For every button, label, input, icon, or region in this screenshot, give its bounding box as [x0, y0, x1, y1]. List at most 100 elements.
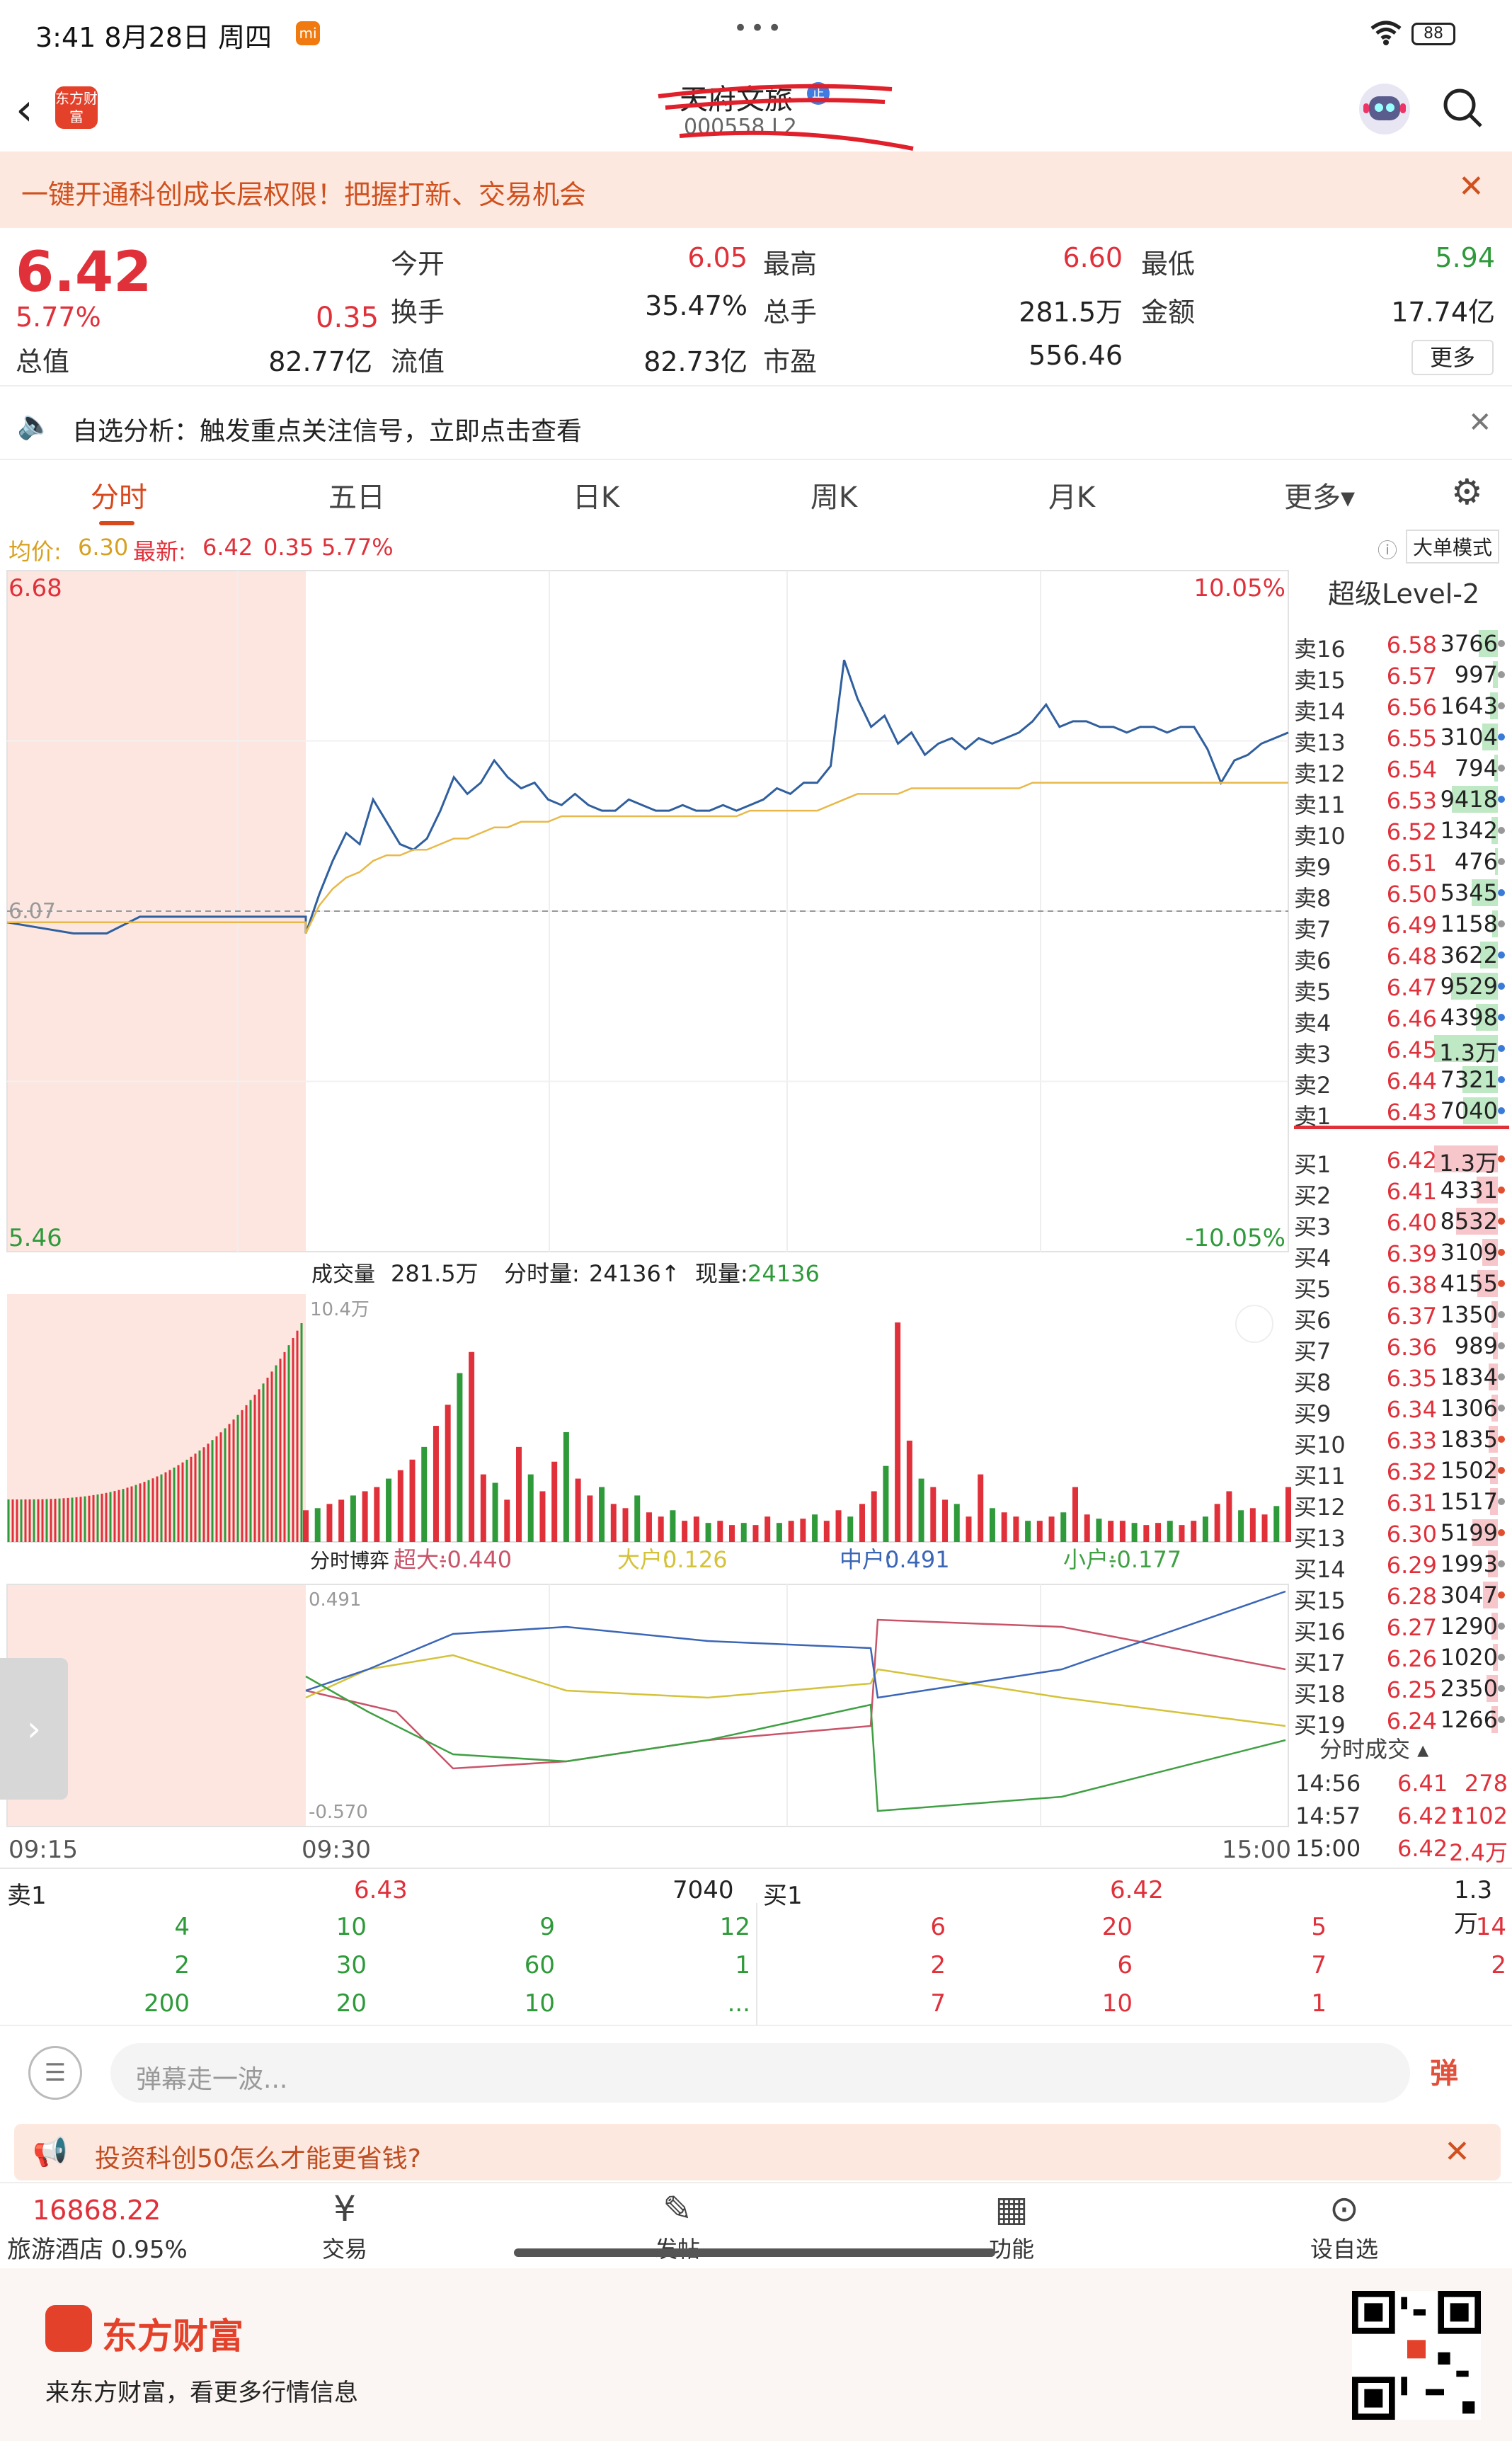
nav-function[interactable]: ▦ 功能	[958, 2186, 1065, 2264]
turnover-label[interactable]: 换手	[391, 297, 445, 328]
promo-text[interactable]: 投资科创50怎么才能更省钱?	[95, 2144, 421, 2173]
home-indicator[interactable]	[514, 2248, 995, 2257]
intraday-chart[interactable]: 6.68 6.07 5.46 10.05% -10.05% 成交量 281.5万 分时量: 24…	[0, 565, 1291, 1868]
bid-row[interactable]: 买13 6.30 5199	[1291, 1516, 1512, 1552]
tab-intraday[interactable]: 分时	[91, 481, 147, 514]
volume-bar	[338, 1499, 345, 1542]
volume-bar	[1462, 1066, 1498, 1093]
gear-icon[interactable]: ⚙	[1451, 471, 1483, 513]
sector-index-name[interactable]: 旅游酒店 0.95%	[7, 2236, 188, 2264]
level-label: 买18	[1294, 1681, 1346, 1708]
danmu-input[interactable]: 弹幕走一波...	[110, 2043, 1410, 2103]
bid-row[interactable]: 买15 6.28 3047	[1291, 1579, 1512, 1614]
danmu-toggle-icon[interactable]: 弹	[1430, 2057, 1458, 2090]
tab-weekly-k[interactable]: 周K	[810, 481, 858, 514]
status-bar: 3:41 8月28日 周四 mi ••• 88	[0, 0, 1512, 68]
bid-row[interactable]: 买17 6.26 1020	[1291, 1641, 1512, 1676]
bid-row[interactable]: 买9 6.34 1306	[1291, 1392, 1512, 1427]
ask-row[interactable]: 卖2 6.44 7321	[1291, 1063, 1512, 1099]
ask-row[interactable]: 卖12 6.54 794	[1291, 752, 1512, 787]
analysis-text[interactable]: 自选分析：触发重点关注信号，立即点击查看	[72, 417, 583, 446]
mkt-cap-label[interactable]: 总值	[16, 346, 70, 377]
ask1-label: 卖1	[7, 1882, 47, 1910]
danmu-settings-icon[interactable]: ☰	[28, 2046, 82, 2100]
tick-row[interactable]: 14:57 6.42↑ 1102	[1291, 1798, 1512, 1831]
level-volume: 4331	[1440, 1177, 1498, 1204]
flow-series-name: 中户:	[840, 1546, 893, 1573]
level-label: 卖10	[1294, 823, 1346, 850]
ask-row[interactable]: 卖7 6.49 1158	[1291, 908, 1512, 943]
big-order-mode-button[interactable]: 大单模式	[1406, 530, 1500, 564]
bid-row[interactable]: 买19 6.24 1266	[1291, 1703, 1512, 1739]
help-icon[interactable]: ⓘ	[1378, 539, 1398, 562]
volume-bar	[1036, 1521, 1043, 1542]
tab-daily-k[interactable]: 日K	[572, 481, 620, 514]
nav-add-watchlist[interactable]: ⊙ 设自选	[1291, 2186, 1397, 2264]
bid-row[interactable]: 买16 6.27 1290	[1291, 1610, 1512, 1645]
promo-banner[interactable]: 一键开通科创成长层权限！把握打新、交易机会 ✕	[0, 152, 1512, 228]
banner-text[interactable]: 一键开通科创成长层权限！把握打新、交易机会	[21, 179, 587, 210]
bid-row[interactable]: 买1 6.42 1.3万	[1291, 1143, 1512, 1178]
ask-row[interactable]: 卖3 6.45 1.3万	[1291, 1032, 1512, 1068]
window-dots-icon[interactable]: •••	[733, 14, 785, 42]
bid-row[interactable]: 买4 6.39 3109	[1291, 1236, 1512, 1271]
bid-row[interactable]: 买18 6.25 2350	[1291, 1672, 1512, 1708]
ask-row[interactable]: 卖4 6.46 4398	[1291, 1001, 1512, 1036]
tab-monthly-k[interactable]: 月K	[1048, 481, 1096, 514]
bid-row[interactable]: 买7 6.36 989	[1291, 1330, 1512, 1365]
ask-row[interactable]: 卖13 6.55 3104	[1291, 721, 1512, 756]
ask-row[interactable]: 卖8 6.50 5345	[1291, 876, 1512, 912]
bid-row[interactable]: 买2 6.41 4331	[1291, 1174, 1512, 1209]
level-volume: 1517	[1440, 1488, 1498, 1515]
ask-row[interactable]: 卖14 6.56 1643	[1291, 690, 1512, 725]
ask-row[interactable]: 卖5 6.47 9529	[1291, 970, 1512, 1005]
bid-row[interactable]: 买6 6.37 1350	[1291, 1298, 1512, 1334]
back-arrow-icon[interactable]: ‹	[16, 84, 33, 135]
promo-close-icon[interactable]: ✕	[1444, 2134, 1470, 2170]
ask-row[interactable]: 卖9 6.51 476	[1291, 845, 1512, 881]
bid-row[interactable]: 买8 6.35 1834	[1291, 1361, 1512, 1396]
ask-row[interactable]: 卖11 6.53 9418	[1291, 783, 1512, 818]
ticks-title[interactable]: 分时成交 ▴	[1319, 1736, 1429, 1763]
tick-row[interactable]: 15:00 6.42 2.4万	[1291, 1831, 1512, 1866]
side-expand-tab[interactable]: ›	[0, 1658, 68, 1800]
bid-row[interactable]: 买5 6.38 4155	[1291, 1267, 1512, 1303]
level-dot-icon	[1498, 827, 1505, 834]
flow-series-value: 0.491	[885, 1546, 950, 1573]
order-book[interactable]: 超级Level-2 卖16 6.58 3766 卖15 6.57 997 卖14 6.56 16…	[1291, 565, 1512, 1868]
level-dot-icon	[1498, 1716, 1505, 1723]
volume-bar	[1492, 910, 1498, 937]
bid-row[interactable]: 买3 6.40 8532	[1291, 1205, 1512, 1240]
level-price: 6.24	[1386, 1708, 1437, 1734]
ask-row[interactable]: 卖1 6.43 7040	[1291, 1094, 1512, 1130]
pe-label[interactable]: 市盈	[763, 346, 818, 377]
nav-trade[interactable]: ¥ 交易	[292, 2186, 398, 2264]
ask-depth-cell: 2	[174, 1951, 190, 1979]
more-button[interactable]: 更多	[1411, 340, 1494, 375]
volume-bar	[1495, 848, 1498, 875]
analysis-bar[interactable]: 🔈 自选分析：触发重点关注信号，立即点击查看 ✕	[0, 385, 1512, 460]
banner-close-icon[interactable]: ✕	[1458, 168, 1484, 205]
tab-five-day[interactable]: 五日	[328, 481, 385, 514]
robot-assistant-icon[interactable]	[1359, 84, 1410, 135]
tick-row[interactable]: 14:56 6.41 278	[1291, 1766, 1512, 1798]
sector-index-value[interactable]: 16868.22	[33, 2195, 161, 2226]
search-icon[interactable]	[1440, 85, 1485, 142]
bid-row[interactable]: 买11 6.32 1502	[1291, 1454, 1512, 1490]
quote-panel: 6.42 5.77% 0.35 今开 6.05 最高 6.60 最低 5.94 …	[0, 228, 1512, 385]
ask-row[interactable]: 卖15 6.57 997	[1291, 658, 1512, 694]
analysis-close-icon[interactable]: ✕	[1468, 406, 1492, 439]
bid-row[interactable]: 买14 6.29 1993	[1291, 1548, 1512, 1583]
mkt-cap-value: 82.77亿	[268, 346, 372, 377]
ask-row[interactable]: 卖10 6.52 1342	[1291, 814, 1512, 850]
ask-row[interactable]: 卖16 6.58 3766	[1291, 627, 1512, 663]
brand-icon	[45, 2305, 92, 2352]
level-label: 买8	[1294, 1369, 1331, 1396]
ask-row[interactable]: 卖6 6.48 3622	[1291, 939, 1512, 974]
bid-row[interactable]: 买12 6.31 1517	[1291, 1485, 1512, 1521]
level-label: 卖2	[1294, 1072, 1331, 1099]
bid-row[interactable]: 买10 6.33 1835	[1291, 1423, 1512, 1458]
level-volume: 9529	[1440, 973, 1498, 1000]
promo-strip[interactable]: 📢 投资科创50怎么才能更省钱? ✕	[14, 2124, 1501, 2180]
tab-more[interactable]: 更多▾	[1283, 481, 1356, 514]
